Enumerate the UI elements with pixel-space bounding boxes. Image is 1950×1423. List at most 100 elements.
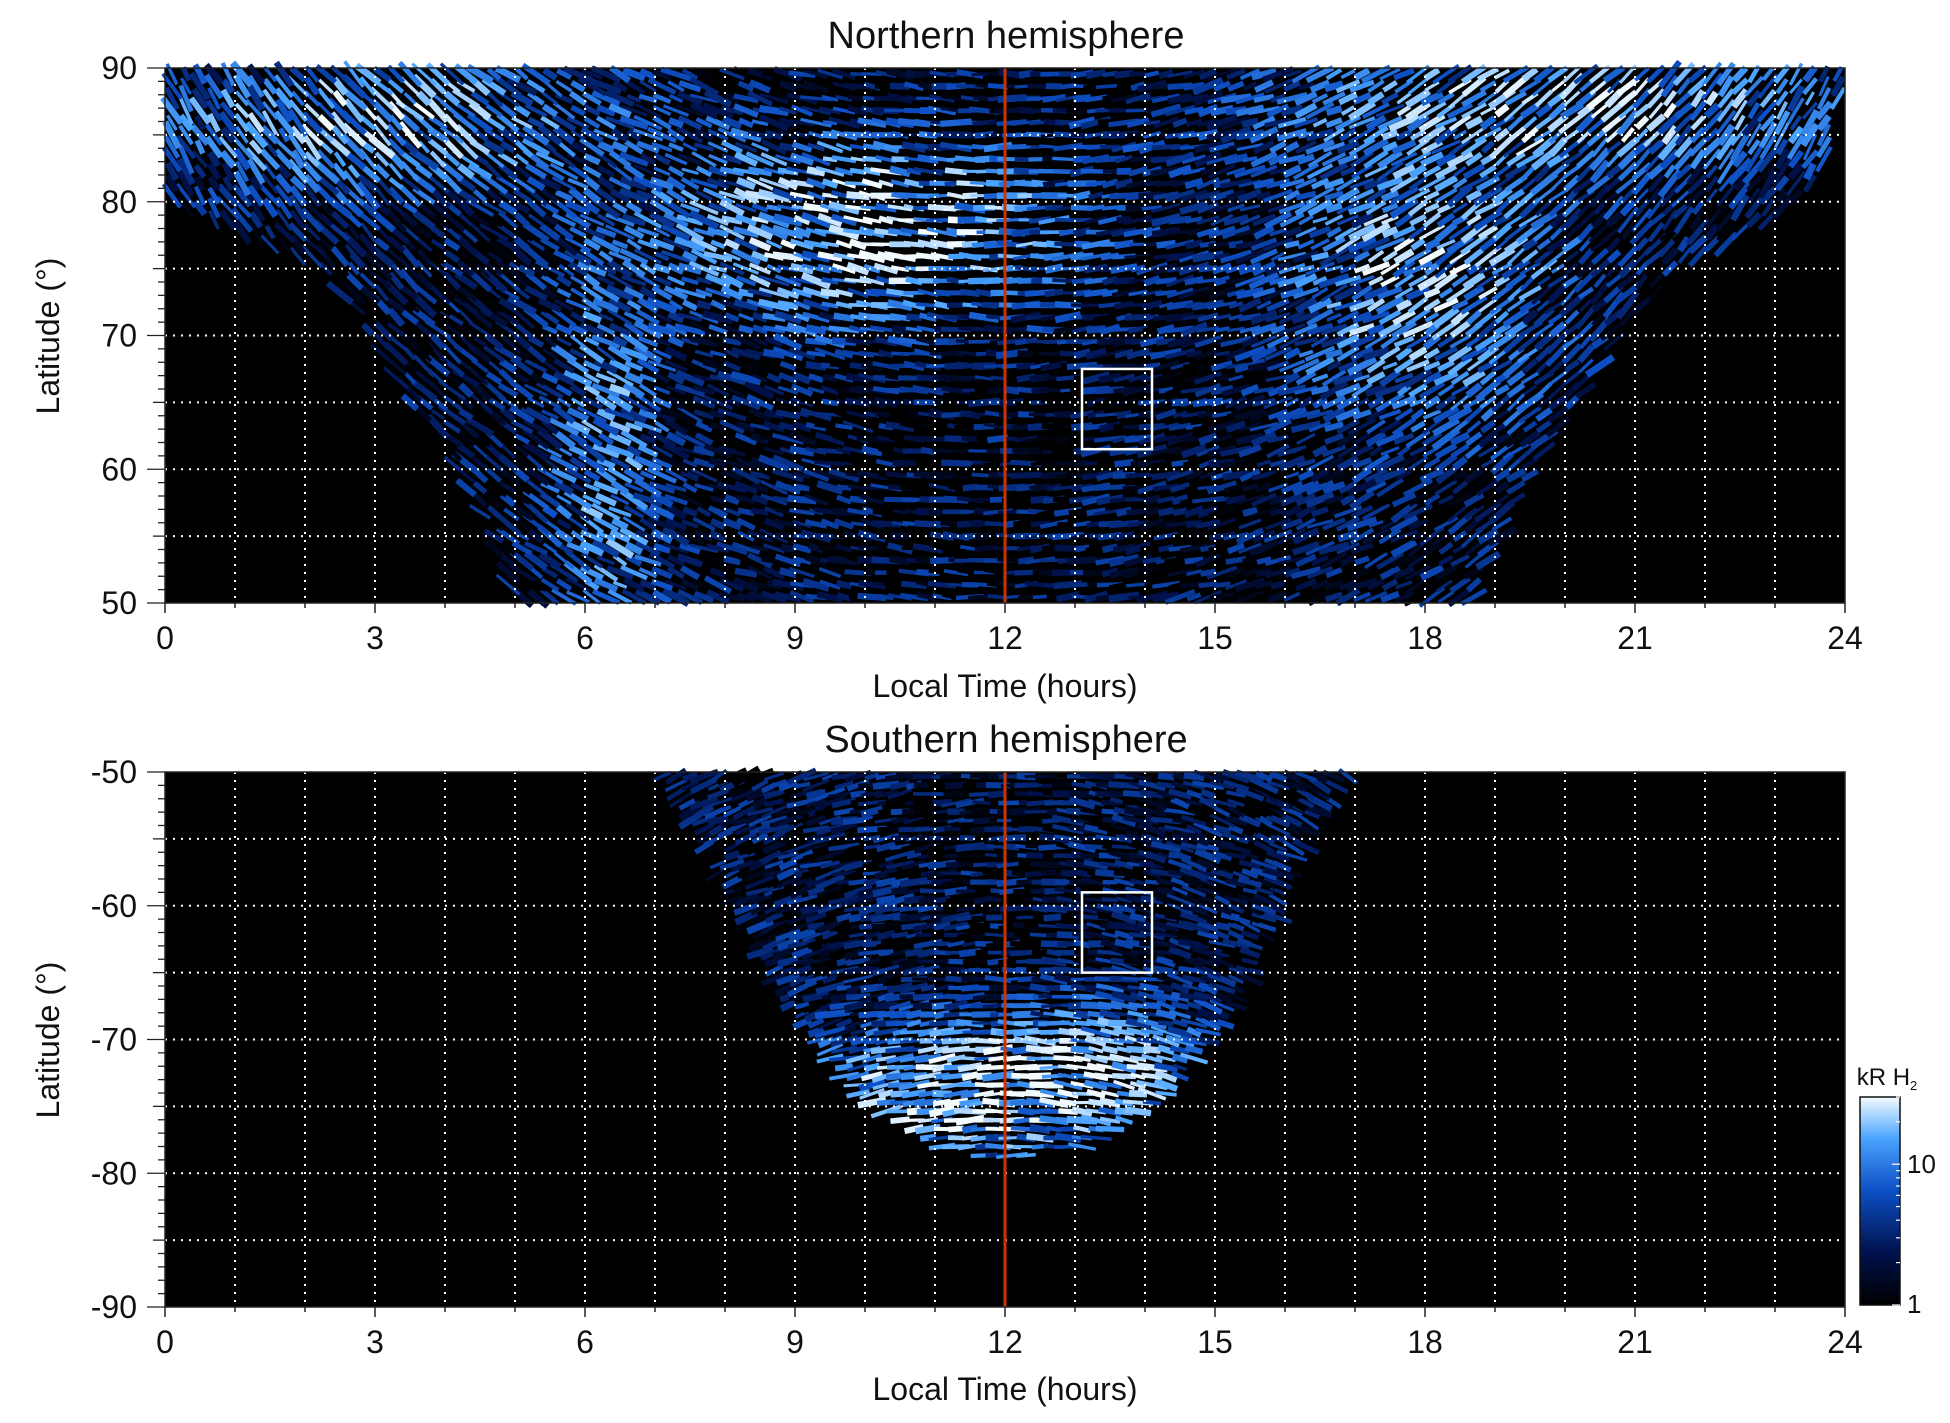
north-emission-cell <box>835 423 853 430</box>
north-emission-cell <box>773 518 803 530</box>
north-emission-cell <box>1263 418 1293 436</box>
north-emission-cell <box>1518 405 1542 424</box>
north-emission-cell <box>1334 468 1362 483</box>
north-emission-cell <box>856 470 888 481</box>
north-emission-cell <box>1475 378 1501 402</box>
north-emission-cell <box>674 383 706 398</box>
north-emission-cell <box>928 568 956 577</box>
north-emission-cell <box>1337 530 1359 543</box>
north-emission-cell <box>737 507 755 517</box>
north-emission-cell <box>800 396 832 409</box>
north-emission-cell <box>932 448 952 454</box>
north-emission-cell <box>814 431 846 446</box>
north-emission-cell <box>1435 466 1457 485</box>
north-emission-cell <box>1495 494 1509 505</box>
north-emission-cell <box>1336 454 1360 472</box>
north-emission-cell <box>1127 398 1149 407</box>
north-emission-cell <box>597 432 615 446</box>
north-emission-cell <box>624 482 644 493</box>
north-emission-cell <box>1391 395 1417 410</box>
north-emission-cell <box>862 460 882 466</box>
north-emission-cell <box>749 516 772 532</box>
north-emission-cell <box>1423 395 1441 410</box>
north-emission-cell <box>933 422 951 431</box>
north-emission-cell <box>1535 381 1553 399</box>
north-emission-cell <box>625 421 643 432</box>
north-emission-cell <box>789 567 815 579</box>
north-emission-cell <box>1323 578 1345 591</box>
north-emission-cell <box>1451 480 1469 495</box>
north-emission-cell <box>1547 405 1569 424</box>
north-emission-cell <box>732 553 760 568</box>
north-emission-cell <box>927 580 957 589</box>
north-emission-cell <box>747 590 773 604</box>
north-emission-cell <box>1222 470 1250 481</box>
north-emission-cell <box>1434 479 1458 496</box>
north-emission-cell <box>1225 494 1247 505</box>
north-emission-cell <box>762 543 786 554</box>
north-emission-cell <box>816 480 844 495</box>
north-emission-cell <box>595 372 617 384</box>
north-emission-cell <box>1436 504 1456 519</box>
north-emission-cell <box>1321 444 1347 458</box>
north-emission-cell <box>1267 408 1289 421</box>
north-emission-cell <box>1284 471 1300 480</box>
north-emission-cell <box>1381 493 1399 506</box>
north-emission-cell <box>1081 470 1111 481</box>
north-emission-cell <box>693 457 715 469</box>
north-emission-cell <box>552 428 576 450</box>
north-emission-cell <box>738 385 754 396</box>
north-emission-cell <box>1102 169 1117 174</box>
north-emission-cell <box>1322 455 1346 471</box>
north-emission-cell <box>889 555 911 566</box>
north-emission-cell <box>1407 492 1429 507</box>
north-emission-cell <box>706 483 730 492</box>
north-emission-cell <box>1447 586 1473 608</box>
north-emission-cell <box>1350 542 1374 555</box>
north-emission-cell <box>1391 417 1417 437</box>
north-emission-cell <box>917 592 939 602</box>
north-emission-cell <box>1080 444 1112 458</box>
north-emission-cell <box>1339 553 1357 568</box>
north-emission-cell <box>1361 453 1391 474</box>
north-emission-cell <box>651 566 673 580</box>
north-x-tick-label: 24 <box>1827 620 1863 656</box>
north-emission-cell <box>1494 480 1510 495</box>
north-emission-cell <box>721 531 743 541</box>
north-emission-cell <box>1310 467 1330 483</box>
north-emission-cell <box>932 593 952 601</box>
north-emission-cell <box>789 445 815 457</box>
north-emission-cell <box>864 422 880 431</box>
north-emission-cell <box>495 573 521 596</box>
north-emission-cell <box>550 467 577 484</box>
north-emission-cell <box>1122 383 1154 397</box>
north-emission-cell <box>692 384 716 396</box>
north-emission-cell <box>1032 594 1048 600</box>
north-emission-cell <box>1506 393 1526 412</box>
north-emission-cell <box>1450 553 1470 567</box>
north-emission-cell <box>1256 459 1272 467</box>
north-emission-cell <box>566 541 590 555</box>
north-emission-cell <box>899 592 929 602</box>
north-emission-cell <box>1166 431 1194 447</box>
north-emission-cell <box>1407 455 1429 471</box>
north-emission-cell <box>580 430 603 448</box>
north-emission-cell <box>1348 489 1376 510</box>
north-emission-cell <box>717 565 747 581</box>
north-emission-cell <box>848 483 868 492</box>
north-emission-cell <box>1306 529 1333 543</box>
north-emission-cell <box>1186 592 1202 602</box>
north-emission-cell <box>1254 518 1274 530</box>
north-emission-cell <box>646 467 678 484</box>
north-emission-cell <box>1319 379 1349 401</box>
north-emission-cell <box>1003 594 1021 600</box>
north-emission-cell <box>801 431 831 446</box>
north-emission-cell <box>675 446 705 457</box>
north-emission-cell <box>1220 445 1252 457</box>
north-emission-cell <box>513 467 531 483</box>
north-emission-cell <box>789 508 815 516</box>
north-emission-cell <box>760 479 788 496</box>
north-emission-cell <box>1071 581 1093 588</box>
north-emission-cell <box>750 432 770 446</box>
north-emission-cell <box>1295 517 1317 531</box>
